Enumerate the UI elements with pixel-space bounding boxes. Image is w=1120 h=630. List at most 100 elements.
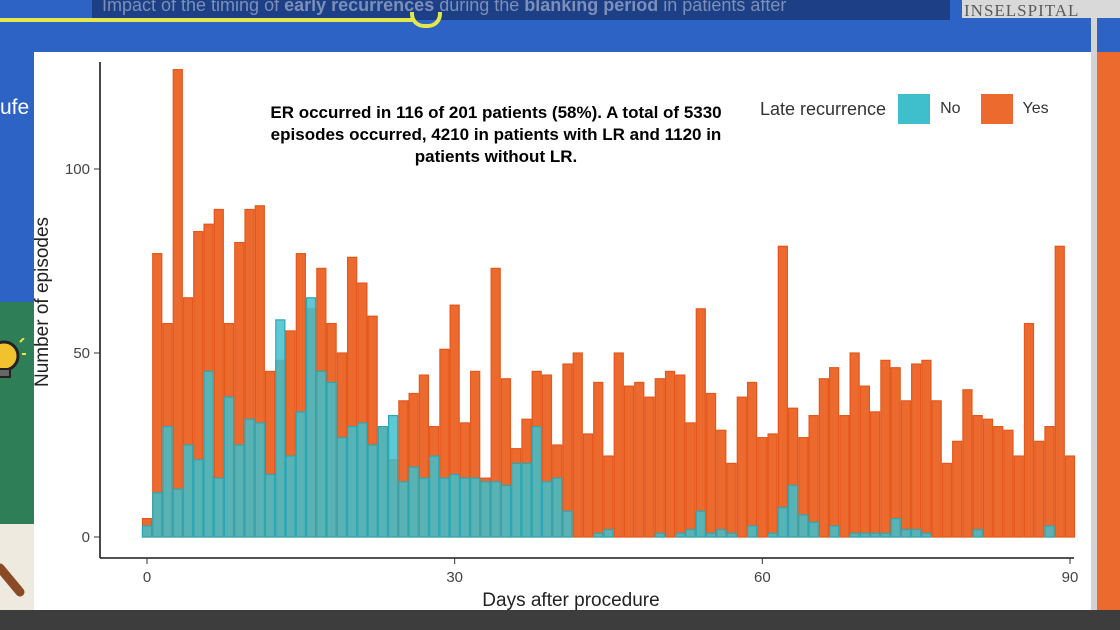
bar-yes-day-45: [603, 455, 614, 538]
bar-yes-day-3: [172, 69, 183, 538]
bar-no-day-4: [182, 444, 194, 538]
bar-no-day-9: [234, 444, 245, 538]
bar-no-day-45: [603, 529, 614, 538]
bar-no-day-36: [511, 462, 522, 538]
bar-yes-day-87: [1034, 440, 1045, 538]
bar-no-day-69: [849, 532, 860, 538]
bar-no-day-75: [911, 529, 922, 538]
bar-no-day-76: [921, 532, 932, 538]
x-tick-label-0: 0: [143, 569, 151, 586]
bottom-bar: [0, 610, 1120, 630]
bar-yes-day-85: [1013, 455, 1024, 538]
bar-no-day-35: [500, 484, 512, 538]
bar-yes-day-88: [1044, 426, 1055, 538]
bar-yes-day-49: [644, 396, 655, 538]
bar-no-day-52: [675, 532, 686, 538]
bar-no-day-67: [828, 525, 840, 538]
bar-yes-day-43: [582, 433, 594, 538]
bar-yes-day-80: [962, 389, 973, 538]
bar-no-day-7: [213, 477, 224, 538]
bar-yes-day-44: [593, 381, 604, 538]
bar-no-day-88: [1044, 525, 1055, 538]
bar-yes-day-67: [828, 367, 840, 538]
bar-no-day-6: [203, 370, 214, 538]
bar-no-day-17: [316, 370, 327, 538]
title-underline: [0, 18, 412, 22]
bar-yes-day-78: [941, 462, 953, 538]
bar-yes-day-84: [1003, 429, 1014, 538]
bar-no-day-72: [880, 532, 891, 538]
bar-no-day-2: [162, 426, 173, 538]
bar-no-day-62: [777, 506, 788, 538]
bar-no-day-10: [244, 418, 255, 538]
bar-no-day-63: [787, 484, 799, 538]
right-edge-strip: [1091, 18, 1097, 610]
bar-no-day-55: [705, 532, 717, 538]
x-axis-label: Days after procedure: [482, 590, 659, 610]
bar-no-day-37: [521, 462, 532, 538]
bar-no-day-50: [654, 532, 665, 538]
bar-no-day-33: [480, 481, 491, 538]
bar-no-day-0: [141, 525, 153, 538]
bar-no-day-31: [459, 477, 471, 538]
bar-no-day-39: [541, 481, 553, 538]
bar-no-day-12: [264, 473, 276, 538]
bar-no-day-57: [726, 532, 737, 538]
bar-chart: 0 50 100 0 30 60 90 Days after procedure Number …: [34, 62, 1079, 610]
bar-yes-day-53: [685, 422, 696, 538]
bar-no-day-1: [152, 492, 163, 538]
x-tick-label-90: 90: [1062, 569, 1079, 586]
bar-no-day-16: [305, 297, 317, 538]
bar-no-day-53: [685, 529, 696, 538]
y-axis-label: Number of episodes: [34, 217, 53, 387]
y-tick-label-0: 0: [82, 529, 90, 546]
hospital-logo: INSELSPITAL: [962, 0, 1120, 18]
bar-yes-day-55: [705, 392, 717, 538]
bar-yes-day-90: [1064, 455, 1076, 538]
bar-yes-day-81: [972, 414, 983, 538]
legend-title: Late recurrence: [760, 98, 887, 119]
bar-no-day-70: [859, 532, 871, 538]
chart-annotation: ER occurred in 116 of 201 patients (58%)…: [270, 103, 722, 166]
bar-no-day-30: [449, 473, 460, 538]
left-lower-panel: [0, 524, 34, 610]
bar-yes-day-74: [900, 400, 912, 538]
bar-no-day-20: [346, 426, 358, 538]
bar-no-day-65: [808, 521, 819, 538]
bar-no-day-8: [223, 396, 235, 538]
bar-yes-day-73: [890, 367, 901, 538]
bar-no-day-38: [531, 426, 542, 538]
chart-legend: Late recurrence No Yes: [760, 94, 1069, 124]
bar-no-day-44: [593, 532, 604, 538]
bar-no-day-29: [439, 477, 450, 538]
bar-no-day-14: [285, 455, 296, 538]
chart-panel: 0 50 100 0 30 60 90 Days after procedure Number …: [34, 52, 1091, 610]
bar-yes-day-68: [839, 414, 850, 538]
bar-yes-day-58: [736, 396, 747, 538]
bar-no-day-25: [398, 481, 409, 538]
y-tick-label-50: 50: [73, 345, 90, 362]
bar-yes-day-47: [623, 385, 635, 538]
bar-no-day-24: [388, 414, 399, 538]
bar-yes-day-46: [613, 352, 624, 538]
bar-no-day-56: [716, 529, 727, 538]
bar-yes-day-72: [880, 359, 891, 538]
bar-no-day-81: [972, 529, 983, 538]
bar-yes-day-83: [993, 426, 1004, 538]
bar-no-day-5: [193, 459, 204, 538]
bar-yes-day-89: [1054, 245, 1065, 538]
bar-no-day-3: [172, 488, 183, 538]
bar-no-day-13: [275, 319, 286, 538]
right-orange-panel: [1097, 52, 1120, 610]
bar-yes-day-42: [572, 352, 583, 538]
bar-yes-day-82: [982, 418, 994, 538]
bar-no-day-27: [418, 477, 430, 538]
bar-yes-day-70: [859, 385, 871, 538]
bar-yes-day-51: [664, 370, 676, 538]
bar-yes-day-59: [746, 381, 758, 538]
bar-yes-day-56: [716, 429, 727, 538]
bar-yes-day-66: [818, 378, 829, 538]
title-underline-curl: [410, 12, 442, 28]
bar-no-day-74: [900, 529, 912, 538]
bar-yes-day-54: [695, 308, 706, 538]
